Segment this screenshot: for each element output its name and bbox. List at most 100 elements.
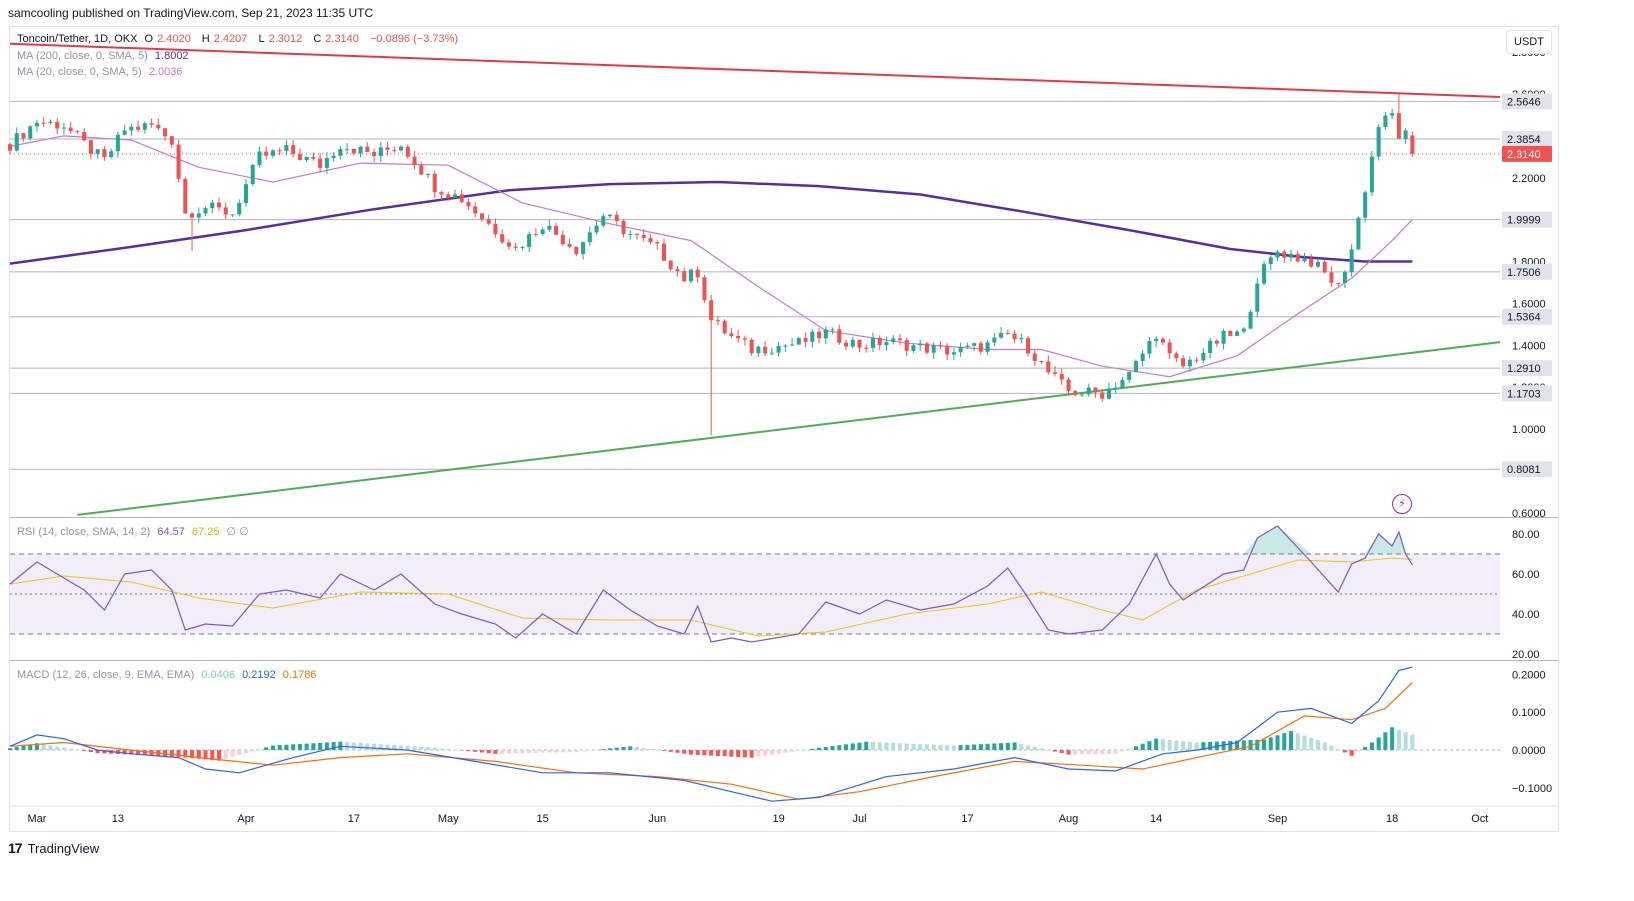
candle-body xyxy=(1302,258,1307,262)
candle-body xyxy=(345,148,350,150)
level-badge-label: 2.5646 xyxy=(1507,96,1541,108)
macd-histogram-bar xyxy=(169,750,174,757)
rsi-legend[interactable]: RSI (14, close, SMA, 14, 2) 64.57 67.25 … xyxy=(17,525,253,538)
candle-body xyxy=(405,146,410,157)
macd-histogram-bar xyxy=(82,750,87,751)
candle-body xyxy=(378,147,383,156)
candle-body xyxy=(783,345,788,347)
candle-body xyxy=(661,243,667,261)
candle-body xyxy=(823,329,828,339)
candle-body xyxy=(270,150,275,156)
macd-histogram-bar xyxy=(965,744,970,751)
candle-body xyxy=(951,352,956,355)
candle-body xyxy=(1005,332,1010,334)
macd-histogram-bar xyxy=(614,747,619,751)
macd-histogram-bar xyxy=(297,743,302,751)
level-badge xyxy=(1502,263,1552,280)
macd-value: 0.2192 xyxy=(242,669,276,681)
candle-body xyxy=(695,269,700,278)
candle-body xyxy=(810,331,815,342)
macd-histogram-bar xyxy=(203,750,208,760)
candle-body xyxy=(587,232,592,243)
macd-histogram-bar xyxy=(877,742,882,751)
candle-body xyxy=(183,178,188,214)
lightning-icon[interactable]: ⚡ xyxy=(1392,494,1412,514)
macd-histogram-bar xyxy=(318,742,323,751)
macd-histogram-bar xyxy=(715,750,720,756)
last-price-badge xyxy=(1502,145,1552,162)
macd-axis-tick: 0.0000 xyxy=(1512,745,1546,757)
price-axis-tick: 1.4000 xyxy=(1512,340,1546,352)
level-badge xyxy=(1502,308,1552,325)
macd-histogram-bar xyxy=(1005,742,1010,751)
candle-body xyxy=(115,134,120,152)
macd-histogram-bar xyxy=(324,742,329,751)
macd-histogram-bar xyxy=(702,750,707,756)
candle-body xyxy=(1039,361,1044,363)
candle-body xyxy=(452,194,457,198)
candle-body xyxy=(486,219,491,224)
macd-histogram-bar xyxy=(68,748,73,751)
candle-body xyxy=(1295,253,1300,262)
candle-body xyxy=(439,192,444,195)
macd-histogram-bar xyxy=(742,750,747,758)
macd-histogram-bar xyxy=(304,743,309,751)
symbol-title[interactable]: Toncoin/Tether, 1D, OKX xyxy=(17,33,138,45)
macd-histogram-bar xyxy=(1208,741,1213,751)
candle-body xyxy=(1012,333,1017,340)
time-axis-tick: 15 xyxy=(536,813,548,825)
candle-body xyxy=(1383,115,1388,128)
candle-body xyxy=(142,123,147,130)
macd-histogram-bar xyxy=(1133,746,1138,751)
macd-histogram-bar xyxy=(992,743,997,751)
time-axis-tick: 14 xyxy=(1150,813,1162,825)
low-label: L xyxy=(258,33,265,45)
ma20-legend[interactable]: MA (20, close, 0, SMA, 5) 2.0036 xyxy=(17,66,186,78)
macd-histogram-bar xyxy=(918,744,923,751)
candle-body xyxy=(1282,251,1287,258)
candle-body xyxy=(1403,130,1408,139)
macd-histogram-bar xyxy=(661,750,667,751)
macd-histogram-bar xyxy=(1120,750,1125,752)
candle-body xyxy=(965,345,970,347)
currency-button[interactable]: USDT xyxy=(1506,30,1552,54)
candle-body xyxy=(190,213,195,218)
macd-histogram-bar xyxy=(163,750,168,757)
candle-body xyxy=(837,329,842,343)
macd-signal-value: 0.1786 xyxy=(282,669,317,681)
ma200-legend[interactable]: MA (200, close, 0, SMA, 5) 1.8002 xyxy=(17,50,193,62)
time-axis-tick: Apr xyxy=(237,813,254,825)
open-label: O xyxy=(144,33,154,45)
macd-histogram-bar xyxy=(1376,737,1381,751)
candle-body xyxy=(1140,353,1145,362)
macd-histogram-bar xyxy=(924,744,929,751)
candle-body xyxy=(358,146,363,154)
candle-body xyxy=(351,148,356,154)
macd-histogram-bar xyxy=(1181,741,1186,751)
macd-legend[interactable]: MACD (12, 26, close, 9, EMA, EMA) 0.0406… xyxy=(17,669,320,681)
macd-histogram-bar xyxy=(1396,729,1401,751)
candle-body xyxy=(88,140,93,154)
macd-histogram-bar xyxy=(1288,731,1294,751)
candle-body xyxy=(567,244,572,247)
candle-body xyxy=(1363,192,1368,218)
macd-histogram-bar xyxy=(1349,750,1354,756)
macd-histogram-bar xyxy=(237,750,242,755)
macd-histogram-bar xyxy=(473,750,478,752)
candle-body xyxy=(958,346,963,353)
candle-body xyxy=(203,208,208,214)
candle-body xyxy=(1214,340,1219,344)
time-axis-tick: Aug xyxy=(1059,813,1079,825)
macd-histogram-bar xyxy=(1329,745,1334,751)
macd-histogram-bar xyxy=(1315,740,1320,751)
macd-histogram-bar xyxy=(405,745,410,751)
macd-histogram-bar xyxy=(803,749,808,751)
macd-histogram-bar xyxy=(1228,740,1233,751)
macd-histogram-bar xyxy=(722,750,727,757)
candle-body xyxy=(1019,338,1024,340)
candle-body xyxy=(547,225,552,230)
footer-brand[interactable]: 17 TradingView xyxy=(8,840,99,856)
candle-body xyxy=(479,213,484,220)
candle-body xyxy=(210,202,215,209)
